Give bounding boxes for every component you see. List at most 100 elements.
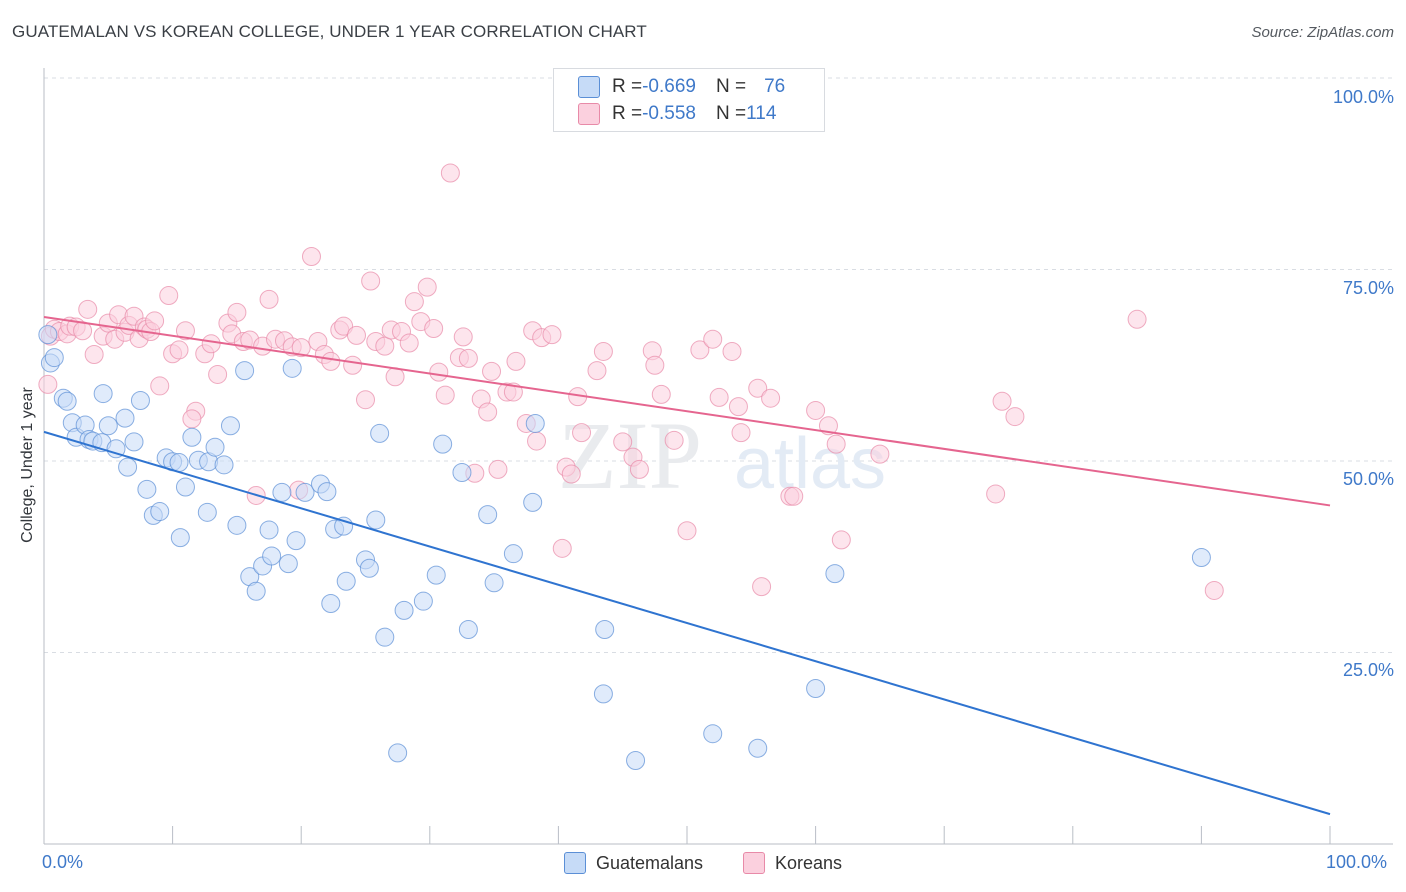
koreans-point xyxy=(690,340,710,360)
guatemalans-point xyxy=(433,434,453,454)
guatemalans-point xyxy=(295,482,315,502)
chart-title: GUATEMALAN VS KOREAN COLLEGE, UNDER 1 YE… xyxy=(12,22,647,41)
guatemalans-point xyxy=(169,453,189,473)
guatemalans-point xyxy=(484,573,504,593)
koreans-point xyxy=(1204,580,1224,600)
koreans-point xyxy=(145,311,165,331)
legend-item-guatemalans[interactable]: Guatemalans xyxy=(563,852,703,874)
legend-r-label: R = xyxy=(612,76,643,97)
guatemalans-point xyxy=(426,565,446,585)
watermark-atlas: atlas xyxy=(734,424,886,504)
koreans-point xyxy=(677,521,697,541)
y-tick-75: 75.0% xyxy=(1342,278,1394,298)
legend-row-koreans: R = -0.558 N = 114 xyxy=(578,101,776,127)
koreans-point xyxy=(731,423,751,443)
koreans-point xyxy=(453,327,473,347)
guatemalans-point xyxy=(214,455,234,475)
koreans-point xyxy=(826,434,846,454)
koreans-point xyxy=(301,246,321,266)
x-tick-100: 100.0% xyxy=(1326,852,1388,872)
koreans-point xyxy=(440,163,460,183)
koreans-point xyxy=(831,530,851,550)
guatemalans-point xyxy=(388,743,408,763)
koreans-point xyxy=(399,333,419,353)
koreans-point xyxy=(429,362,449,382)
koreans-point xyxy=(645,355,665,375)
guatemalans-point xyxy=(286,531,306,551)
guatemalans-point xyxy=(227,515,247,535)
guatemalans-point xyxy=(321,593,341,613)
koreans-point xyxy=(709,387,729,407)
koreans-point xyxy=(375,336,395,356)
guatemalans-point xyxy=(317,482,337,502)
guatemalans-point xyxy=(205,437,225,457)
koreans-point xyxy=(361,271,381,291)
koreans-point xyxy=(424,318,444,338)
koreans-point xyxy=(169,340,189,360)
koreans-point xyxy=(458,348,478,368)
koreans-point xyxy=(748,378,768,398)
guatemalans-point xyxy=(118,457,138,477)
guatemalans-point xyxy=(478,505,498,525)
koreans-point xyxy=(482,361,502,381)
guatemalans-point xyxy=(523,492,543,512)
guatemalans-point xyxy=(278,554,298,574)
guatemalans-point xyxy=(413,591,433,611)
guatemalans-point xyxy=(182,427,202,447)
guatemalans-point xyxy=(124,432,144,452)
guatemalans-point xyxy=(130,390,150,410)
series-legend: Guatemalans Koreans xyxy=(0,852,1406,874)
koreans-point xyxy=(561,464,581,484)
guatemalans-point xyxy=(150,502,170,522)
koreans-point xyxy=(870,444,890,464)
koreans-point xyxy=(572,423,592,443)
guatemalans-point xyxy=(748,738,768,758)
guatemalans-point xyxy=(246,581,266,601)
koreans-points xyxy=(38,163,1224,600)
guatemalans-point xyxy=(235,361,255,381)
legend-n-label: N = xyxy=(715,103,747,124)
guatemalans-point xyxy=(1191,548,1211,568)
legend-r-value: -0.558 xyxy=(642,103,696,124)
guatemalans-point xyxy=(806,679,826,699)
x-tick-0: 0.0% xyxy=(42,852,84,872)
koreans-point xyxy=(506,351,526,371)
koreans-point xyxy=(761,388,781,408)
koreans-point xyxy=(1005,407,1025,427)
guatemalans-point xyxy=(503,544,523,564)
axes xyxy=(43,68,1393,845)
guatemalans-point xyxy=(259,520,279,540)
legend-n-label: N = xyxy=(715,76,747,97)
guatemalans-point xyxy=(106,439,126,459)
guatemalans-point xyxy=(272,482,292,502)
y-tick-100: 100.0% xyxy=(1332,87,1394,107)
guatemalans-point xyxy=(175,477,195,497)
legend-r-value: -0.669 xyxy=(642,76,696,97)
guatemalans-point xyxy=(452,462,472,482)
koreans-point xyxy=(334,316,354,336)
koreans-point xyxy=(404,292,424,312)
koreans-point xyxy=(784,486,804,506)
legend-swatch-blue xyxy=(578,76,600,98)
koreans-point xyxy=(992,391,1012,411)
koreans-point xyxy=(728,397,748,417)
koreans-point xyxy=(182,409,202,429)
koreans-point xyxy=(150,376,170,396)
koreans-point xyxy=(613,432,633,452)
koreans-point xyxy=(259,289,279,309)
koreans-point xyxy=(1127,309,1147,329)
legend-item-koreans[interactable]: Koreans xyxy=(743,852,842,874)
koreans-point xyxy=(78,299,98,319)
legend-label-koreans: Koreans xyxy=(775,852,843,873)
koreans-point xyxy=(435,385,455,405)
koreans-point xyxy=(417,277,437,297)
guatemalans-point xyxy=(375,627,395,647)
guatemalans-point xyxy=(197,502,217,522)
koreans-point xyxy=(84,345,104,365)
koreans-point xyxy=(321,351,341,371)
source-credit: Source: ZipAtlas.com xyxy=(1251,24,1394,41)
guatemalans-point xyxy=(703,724,723,744)
koreans-point xyxy=(208,364,228,384)
koreans-point xyxy=(356,390,375,410)
y-tick-50: 50.0% xyxy=(1342,469,1394,489)
